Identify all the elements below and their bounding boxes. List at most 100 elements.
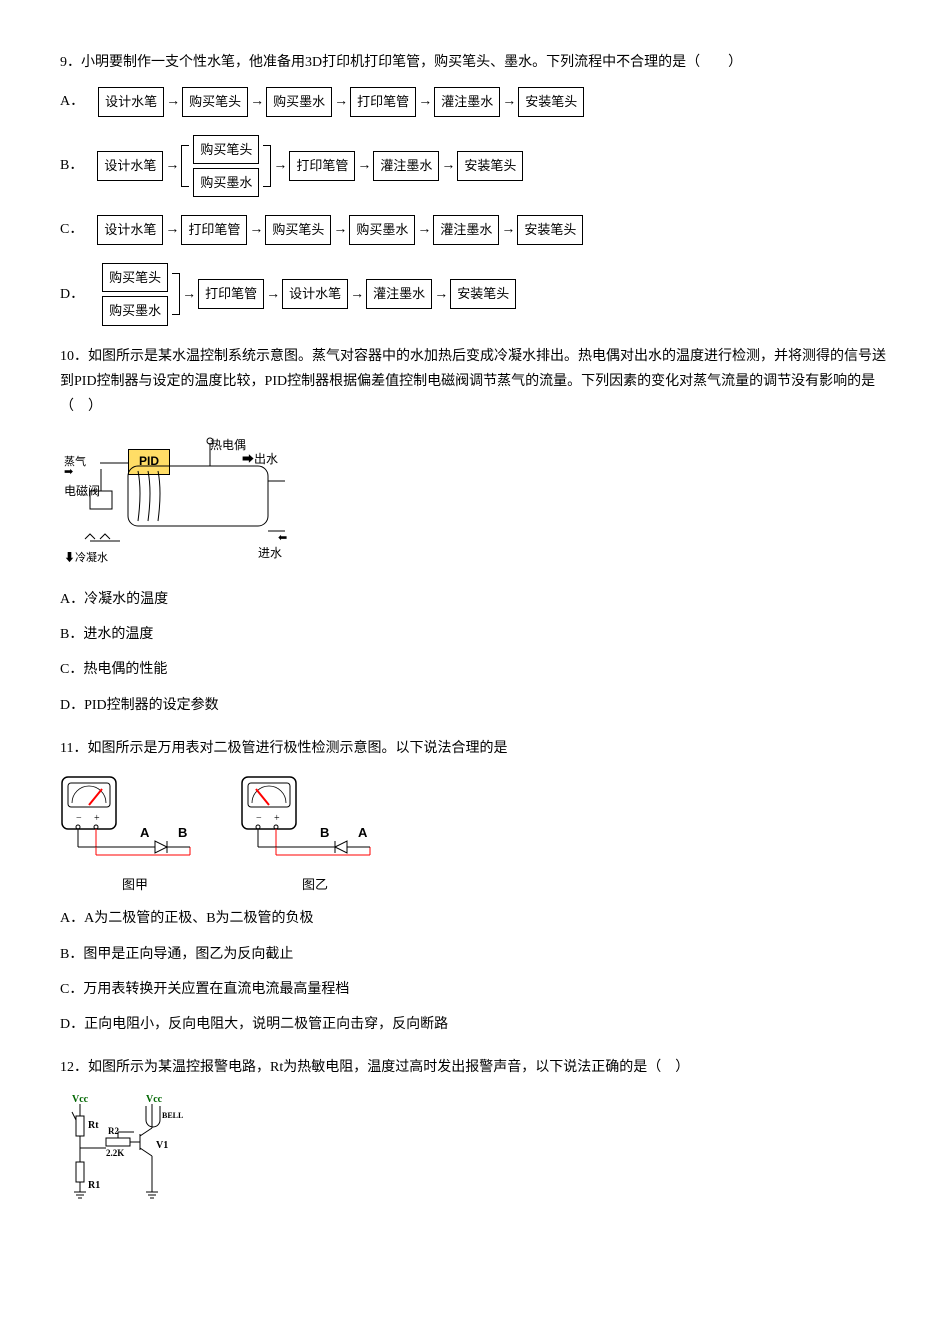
option-letter: D． xyxy=(60,282,84,307)
flow-step: 购买笔头 xyxy=(265,215,331,244)
q11-option-b: B．图甲是正向导通，图乙为反向截止 xyxy=(60,942,890,967)
figure-caption-1: 图甲 xyxy=(122,873,148,896)
flow-step: 设计水笔 xyxy=(98,87,164,116)
arrow-icon: → xyxy=(333,217,347,242)
q11-option-d: D．正向电阻小，反向电阻大，说明二极管正向击穿，反向断路 xyxy=(60,1012,890,1037)
option-letter: C． xyxy=(60,217,83,242)
q9-option-d: D． 购买笔头 购买墨水 → 打印笔管→ 设计水笔→ 灌注墨水→ 安装笔头 xyxy=(60,263,890,326)
q10-text: 10．如图所示是某水温控制系统示意图。蒸气对容器中的水加热后变成冷凝水排出。热电… xyxy=(60,344,890,420)
flow-step: 打印笔管 xyxy=(181,215,247,244)
flow-step: 灌注墨水 xyxy=(434,87,500,116)
question-12: 12．如图所示为某温控报警电路，Rt为热敏电阻，温度过高时发出报警声音，以下说法… xyxy=(60,1055,890,1202)
svg-text:B: B xyxy=(320,825,329,840)
arrow-icon: → xyxy=(166,89,180,114)
flow-step: 灌注墨水 xyxy=(433,215,499,244)
multimeter-icon: − + A B xyxy=(60,775,210,865)
q12-circuit: Vcc Vcc Rt R1 R2 2.2K V1 xyxy=(60,1092,210,1202)
flow-step: 购买墨水 xyxy=(193,168,259,197)
flow-step: 购买笔头 xyxy=(193,135,259,164)
svg-text:Vcc: Vcc xyxy=(72,1094,89,1105)
flow-c: 设计水笔→ 打印笔管→ 购买笔头→ 购买墨水→ 灌注墨水→ 安装笔头 xyxy=(97,215,583,244)
q9-text: 9．小明要制作一支个性水笔，他准备用3D打印机打印笔管，购买笔头、墨水。下列流程… xyxy=(60,50,890,75)
svg-text:2.2K: 2.2K xyxy=(106,1148,124,1158)
flow-step: 打印笔管 xyxy=(350,87,416,116)
arrow-icon: → xyxy=(273,153,287,178)
circuit-icon: Vcc Vcc Rt R1 R2 2.2K V1 xyxy=(60,1092,210,1202)
flow-step: 打印笔管 xyxy=(198,279,264,308)
arrow-icon: → xyxy=(249,217,263,242)
arrow-icon: → xyxy=(418,89,432,114)
q10-option-a: A．冷凝水的温度 xyxy=(60,587,890,612)
q11-figures: − + A B 图甲 xyxy=(60,775,890,896)
flow-step: 安装笔头 xyxy=(517,215,583,244)
option-letter: A． xyxy=(60,89,84,114)
arrow-icon: → xyxy=(350,282,364,307)
bracket-icon xyxy=(263,145,271,187)
flow-step: 安装笔头 xyxy=(450,279,516,308)
flow-step: 安装笔头 xyxy=(457,151,523,180)
figure-1: − + A B 图甲 xyxy=(60,775,210,896)
svg-text:BELL: BELL xyxy=(162,1111,183,1120)
svg-text:Vcc: Vcc xyxy=(146,1094,163,1105)
flow-step: 购买墨水 xyxy=(102,296,168,325)
figure-caption-2: 图乙 xyxy=(302,873,328,896)
flow-parallel: 购买笔头 购买墨水 xyxy=(181,135,271,198)
flow-parallel: 购买笔头 购买墨水 xyxy=(98,263,180,326)
flow-step: 购买笔头 xyxy=(182,87,248,116)
arrow-icon: → xyxy=(441,153,455,178)
bracket-icon xyxy=(181,145,189,187)
q10-option-d: D．PID控制器的设定参数 xyxy=(60,693,890,718)
q12-text: 12．如图所示为某温控报警电路，Rt为热敏电阻，温度过高时发出报警声音，以下说法… xyxy=(60,1055,890,1080)
flow-a: 设计水笔→ 购买笔头→ 购买墨水→ 打印笔管→ 灌注墨水→ 安装笔头 xyxy=(98,87,584,116)
question-11: 11．如图所示是万用表对二极管进行极性检测示意图。以下说法合理的是 − + xyxy=(60,736,890,1037)
svg-text:Rt: Rt xyxy=(88,1120,99,1131)
q10-option-b: B．进水的温度 xyxy=(60,622,890,647)
option-letter: B． xyxy=(60,153,83,178)
svg-text:B: B xyxy=(178,825,187,840)
svg-text:V1: V1 xyxy=(156,1140,168,1151)
question-10: 10．如图所示是某水温控制系统示意图。蒸气对容器中的水加热后变成冷凝水排出。热电… xyxy=(60,344,890,718)
q9-option-c: C． 设计水笔→ 打印笔管→ 购买笔头→ 购买墨水→ 灌注墨水→ 安装笔头 xyxy=(60,215,890,244)
q11-text: 11．如图所示是万用表对二极管进行极性检测示意图。以下说法合理的是 xyxy=(60,736,890,761)
flow-step: 灌注墨水 xyxy=(373,151,439,180)
svg-text:R1: R1 xyxy=(88,1180,100,1191)
pid-system-icon xyxy=(60,431,300,571)
arrow-icon: → xyxy=(357,153,371,178)
flow-step: 设计水笔 xyxy=(282,279,348,308)
arrow-icon: → xyxy=(502,89,516,114)
flow-step: 打印笔管 xyxy=(289,151,355,180)
svg-text:A: A xyxy=(358,825,368,840)
arrow-icon: → xyxy=(182,282,196,307)
arrow-icon: → xyxy=(165,153,179,178)
figure-2: − + B A 图乙 xyxy=(240,775,390,896)
q11-option-c: C．万用表转换开关应置在直流电流最高量程档 xyxy=(60,977,890,1002)
flow-step: 购买墨水 xyxy=(349,215,415,244)
bracket-icon xyxy=(172,273,180,315)
arrow-icon: → xyxy=(434,282,448,307)
question-9: 9．小明要制作一支个性水笔，他准备用3D打印机打印笔管，购买笔头、墨水。下列流程… xyxy=(60,50,890,326)
svg-text:+: + xyxy=(94,813,100,824)
svg-text:−: − xyxy=(76,813,82,824)
flow-step: 购买笔头 xyxy=(102,263,168,292)
q9-option-b: B． 设计水笔→ 购买笔头 购买墨水 → 打印笔管→ 灌注墨水→ 安装笔头 xyxy=(60,135,890,198)
svg-text:+: + xyxy=(274,813,280,824)
flow-d: 购买笔头 购买墨水 → 打印笔管→ 设计水笔→ 灌注墨水→ 安装笔头 xyxy=(98,263,516,326)
flow-step: 设计水笔 xyxy=(97,151,163,180)
arrow-icon: → xyxy=(266,282,280,307)
svg-text:−: − xyxy=(256,813,262,824)
flow-b: 设计水笔→ 购买笔头 购买墨水 → 打印笔管→ 灌注墨水→ 安装笔头 xyxy=(97,135,523,198)
flow-step: 灌注墨水 xyxy=(366,279,432,308)
q10-option-c: C．热电偶的性能 xyxy=(60,657,890,682)
arrow-icon: → xyxy=(501,217,515,242)
flow-step: 安装笔头 xyxy=(518,87,584,116)
arrow-icon: → xyxy=(165,217,179,242)
arrow-icon: → xyxy=(417,217,431,242)
flow-step: 购买墨水 xyxy=(266,87,332,116)
multimeter-icon: − + B A xyxy=(240,775,390,865)
arrow-icon: → xyxy=(334,89,348,114)
q9-option-a: A． 设计水笔→ 购买笔头→ 购买墨水→ 打印笔管→ 灌注墨水→ 安装笔头 xyxy=(60,87,890,116)
arrow-icon: → xyxy=(250,89,264,114)
q10-diagram: 热电偶 PID ➡出水 蒸气 ➡ 电磁阀 ⬇冷凝水 进水 ⬅ xyxy=(60,431,890,571)
flow-step: 设计水笔 xyxy=(97,215,163,244)
q11-option-a: A．A为二极管的正极、B为二极管的负极 xyxy=(60,906,890,931)
